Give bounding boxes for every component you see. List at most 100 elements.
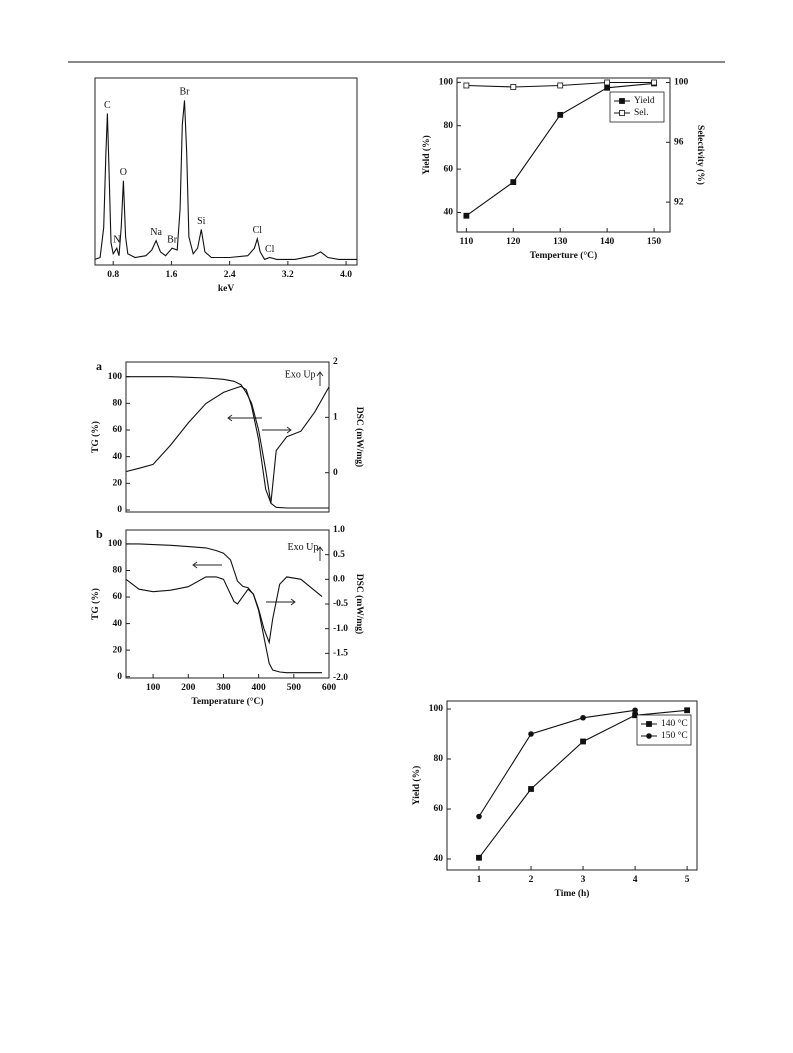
x-axis-label: Temperture (°C) xyxy=(530,250,597,261)
y-tick-label: 20 xyxy=(113,479,123,489)
y2-tick-label: 2 xyxy=(333,357,338,367)
y2-tick-label: 92 xyxy=(674,197,684,207)
annotation: O xyxy=(120,167,127,178)
arrow xyxy=(262,426,292,434)
x-tick-label: 4.0 xyxy=(340,270,352,280)
marker xyxy=(580,738,586,745)
y-tick-label: 80 xyxy=(434,754,444,764)
y-tick-label: 100 xyxy=(439,78,454,88)
arrow xyxy=(266,598,296,606)
y2-tick-label: -1.0 xyxy=(333,624,348,634)
x-tick-label: 600 xyxy=(322,683,337,693)
marker xyxy=(476,813,482,820)
chart: 1 2 3 4 5 40 60 80 100 Time (h) Yield (%) 140 °C150… xyxy=(411,700,698,899)
x-tick-label: 110 xyxy=(460,237,474,247)
chart: 0 20 40 60 80 100 0 1 2 TG (%) DSC (mW/mg) a Exo Up xyxy=(90,357,365,515)
x-tick-label: 300 xyxy=(216,683,231,693)
plot-frame xyxy=(456,77,671,233)
legend-marker xyxy=(619,98,625,104)
annotation: Br xyxy=(180,87,191,98)
x-tick-label: 200 xyxy=(181,683,196,693)
y-tick-label: 100 xyxy=(108,539,123,549)
annotation: Cl xyxy=(265,244,275,255)
y-tick-label: 40 xyxy=(113,452,123,462)
legend-label: 150 °C xyxy=(661,730,688,741)
y-axis-label: TG (%) xyxy=(90,421,101,453)
arrow xyxy=(192,561,222,569)
y-tick-label: 40 xyxy=(113,619,123,629)
legend-label: Yield xyxy=(634,96,655,106)
annotation: Exo Up xyxy=(288,542,319,553)
marker xyxy=(510,84,517,90)
y-axis-label: Yield (%) xyxy=(421,135,432,175)
y2-tick-label: 0.5 xyxy=(333,550,345,560)
marker xyxy=(604,79,611,86)
x-tick-label: 2 xyxy=(529,875,534,885)
y-tick-label: 60 xyxy=(434,804,444,814)
series-line xyxy=(125,576,323,645)
legend: Yield Sel. xyxy=(609,91,665,123)
arrow xyxy=(316,546,324,561)
marker xyxy=(463,212,470,219)
x-tick-label: 100 xyxy=(146,683,161,693)
y2-tick-label: 96 xyxy=(674,137,684,147)
chart: 100 200 300 400 500 600 0 20 40 60 80 100 1.0 0.5 0.0 -… xyxy=(90,525,365,707)
legend-box xyxy=(609,91,665,123)
annotation: Si xyxy=(197,216,206,227)
y-tick-label: 20 xyxy=(113,645,123,655)
x-axis-label: keV xyxy=(218,284,235,294)
y2-tick-label: -0.5 xyxy=(333,599,348,609)
series-line xyxy=(478,709,636,817)
y-tick-label: 0 xyxy=(117,672,122,682)
x-tick-label: 3 xyxy=(581,875,586,885)
marker xyxy=(580,714,586,721)
x-tick-label: 0.8 xyxy=(107,270,119,280)
y-tick-label: 60 xyxy=(113,592,123,602)
x-tick-label: 150 xyxy=(647,237,662,247)
y-tick-label: 100 xyxy=(429,704,444,714)
marker xyxy=(632,707,638,714)
y2-tick-label: -1.5 xyxy=(333,649,348,659)
marker xyxy=(557,82,564,89)
legend-box xyxy=(636,714,692,746)
x-tick-label: 500 xyxy=(287,683,302,693)
y2-axis-label: DSC (mW/mg) xyxy=(354,574,365,634)
marker xyxy=(528,786,534,792)
y-axis-label: Yield (%) xyxy=(411,766,422,806)
panel-label: b xyxy=(96,527,103,541)
marker xyxy=(510,179,517,186)
y-tick-label: 80 xyxy=(113,566,123,576)
y-axis-label: TG (%) xyxy=(90,588,101,620)
x-tick-label: 140 xyxy=(600,237,615,247)
x-tick-label: 2.4 xyxy=(224,270,236,280)
annotation: Exo Up xyxy=(285,370,316,381)
x-axis-label: Time (h) xyxy=(555,888,590,899)
legend-label: 140 °C xyxy=(661,718,688,729)
x-axis-label: Temperature (°C) xyxy=(191,696,263,707)
plot-frame xyxy=(446,700,698,871)
y2-tick-label: 1.0 xyxy=(333,525,345,535)
series-line xyxy=(126,543,322,674)
chart: 110 120 130 140 150 40 60 80 100 92 96 100 Tempertur… xyxy=(421,77,706,261)
y-tick-label: 40 xyxy=(444,208,454,218)
marker xyxy=(476,854,482,861)
y-tick-label: 40 xyxy=(434,854,444,864)
marker xyxy=(463,82,470,89)
series-line xyxy=(126,376,329,509)
y-tick-label: 80 xyxy=(444,121,454,131)
tg-dsc-arrows xyxy=(192,371,324,606)
marker xyxy=(684,707,691,714)
y2-tick-label: 1 xyxy=(333,413,338,423)
x-tick-label: 400 xyxy=(252,683,267,693)
plot-frame xyxy=(125,361,330,513)
marker xyxy=(557,111,564,118)
annotation: Na xyxy=(150,227,162,238)
arrow xyxy=(227,414,262,422)
arrow xyxy=(316,371,324,386)
x-tick-label: 1.6 xyxy=(165,270,177,280)
series-line xyxy=(125,385,330,504)
y2-axis-label: DSC (mW/mg) xyxy=(354,407,365,467)
series-line xyxy=(94,100,357,261)
x-tick-label: 3.2 xyxy=(282,270,294,280)
